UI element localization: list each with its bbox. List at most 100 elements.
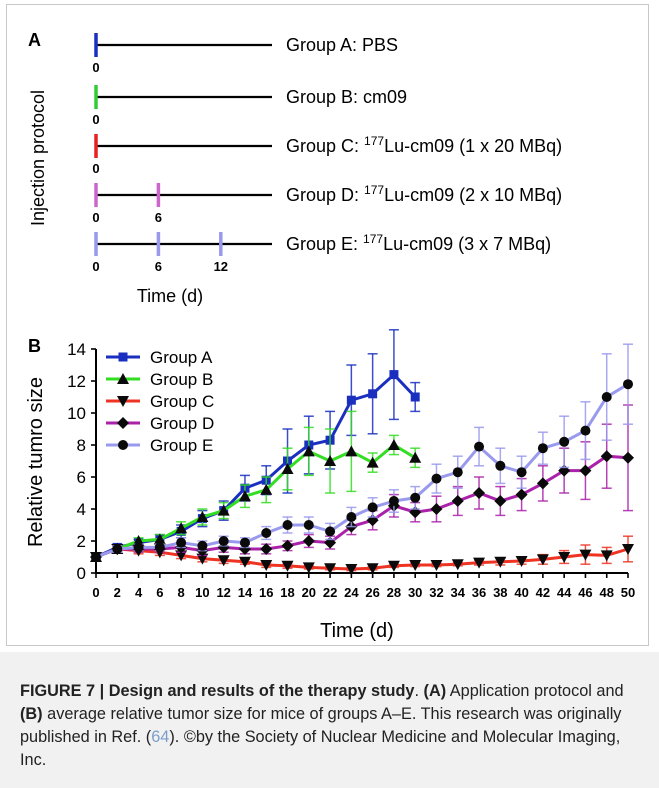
group-label-prefix: Group B: cm09 <box>286 87 407 107</box>
legend-marker <box>117 373 129 384</box>
group-label-suffix: Lu-cm09 (1 x 20 MBq) <box>384 136 562 156</box>
group-label: Group D: 177Lu-cm09 (2 x 10 MBq) <box>286 183 562 205</box>
data-point <box>515 556 528 567</box>
data-point <box>261 528 272 538</box>
series-group-e <box>91 343 633 562</box>
x-tick-label: 4 <box>135 585 143 600</box>
group-label-suffix: Lu-cm09 (3 x 7 MBq) <box>383 234 551 254</box>
injection-day-label: 0 <box>92 259 99 274</box>
data-point <box>580 425 591 436</box>
panel-a-ylabel: Injection protocol <box>28 90 48 226</box>
data-point <box>345 564 358 575</box>
data-point <box>132 535 145 546</box>
data-point <box>324 455 337 466</box>
data-point <box>579 464 592 477</box>
data-point <box>536 477 549 490</box>
protocol-row-5: 0 6 12 Group E: 177Lu-cm09 (3 x 7 MBq) <box>92 232 551 274</box>
legend-label: Group E <box>150 436 213 455</box>
data-point <box>345 445 358 457</box>
figure-caption: FIGURE 7 | Design and results of the the… <box>20 680 640 772</box>
x-tick-label: 20 <box>302 585 316 600</box>
series-line <box>95 443 416 559</box>
protocol-rows: 0 Group A: PBS 0 Group B: cm09 0 Group C: 177… <box>92 33 562 274</box>
data-point <box>494 495 507 507</box>
data-point <box>239 537 250 548</box>
data-point <box>473 557 486 569</box>
chart-series <box>90 329 634 575</box>
x-tick-label: 48 <box>599 585 613 600</box>
chart-ylabel: Relative tumro size <box>25 377 47 547</box>
legend-marker <box>118 352 128 362</box>
data-point <box>217 504 230 516</box>
panel-a-label: A <box>28 30 41 50</box>
legend-entry: Group E <box>106 436 213 455</box>
injection-day-label: 0 <box>92 161 99 176</box>
x-tick-label: 10 <box>195 585 209 600</box>
caption-tail-text: ). ©by the Society of Nuclear Medicine a… <box>20 728 621 769</box>
caption-reference-link[interactable]: 64 <box>151 728 170 746</box>
x-tick-label: 8 <box>178 585 185 600</box>
data-point <box>623 379 633 390</box>
legend-label: Group A <box>150 348 213 367</box>
caption-part-a-label: (A) <box>423 682 447 700</box>
legend-marker <box>117 396 129 407</box>
x-tick-label: 42 <box>536 585 550 600</box>
chart-legend: Group A Group B Group C Group D Group E <box>106 348 214 455</box>
caption-part-a-text: Application protocol and <box>446 682 624 700</box>
data-point <box>281 539 294 552</box>
data-point <box>431 473 442 484</box>
data-point <box>238 556 251 568</box>
series-group-b <box>90 410 422 562</box>
series-group-c <box>90 535 634 575</box>
x-tick-label: 26 <box>365 585 379 600</box>
data-point <box>410 492 421 503</box>
y-tick-label: 12 <box>67 372 86 391</box>
y-tick-label: 8 <box>77 436 86 455</box>
legend-entry: Group B <box>106 370 213 389</box>
x-tick-label: 6 <box>156 585 163 600</box>
caption-after-label: . <box>414 682 424 700</box>
legend-entry: Group C <box>106 392 214 411</box>
injection-day-label: 12 <box>214 259 228 274</box>
data-point <box>302 562 315 574</box>
data-point <box>537 443 548 454</box>
legend-marker <box>118 440 128 450</box>
data-point <box>260 543 273 555</box>
data-point <box>389 370 399 380</box>
data-point <box>112 544 123 554</box>
data-point <box>495 460 506 471</box>
data-point <box>474 441 485 452</box>
data-point <box>536 554 549 566</box>
data-point <box>303 520 314 530</box>
x-tick-label: 36 <box>472 585 486 600</box>
group-label: Group A: PBS <box>286 35 398 55</box>
data-point <box>325 526 336 537</box>
x-tick-label: 28 <box>387 585 401 600</box>
group-label-prefix: Group E: <box>286 234 363 254</box>
group-label-suffix: Lu-cm09 (2 x 10 MBq) <box>384 185 562 205</box>
panel-a-protocol: A Injection protocol 0 Group A: PBS 0 Group… <box>28 30 562 306</box>
x-tick-label: 32 <box>429 585 443 600</box>
data-point <box>366 456 379 468</box>
data-point <box>366 563 379 575</box>
data-point <box>133 542 144 553</box>
x-tick-label: 18 <box>280 585 294 600</box>
injection-day-label: 0 <box>92 210 99 225</box>
group-label: Group B: cm09 <box>286 87 407 107</box>
data-point <box>559 436 570 447</box>
legend-entry: Group A <box>106 348 213 367</box>
x-tick-label: 14 <box>238 585 253 600</box>
x-tick-label: 40 <box>514 585 528 600</box>
y-tick-label: 14 <box>67 340 86 359</box>
legend-label: Group D <box>150 414 214 433</box>
data-point <box>260 483 273 495</box>
data-point <box>260 560 273 571</box>
isotope-superscript: 177 <box>364 183 384 197</box>
caption-figure-label: FIGURE 7 | Design and results of the the… <box>20 682 415 700</box>
x-tick-label: 12 <box>216 585 230 600</box>
data-point <box>175 522 188 534</box>
data-point <box>601 392 612 402</box>
protocol-row-3: 0 Group C: 177Lu-cm09 (1 x 20 MBq) <box>92 134 562 176</box>
data-point <box>451 559 464 571</box>
data-point <box>346 512 357 522</box>
